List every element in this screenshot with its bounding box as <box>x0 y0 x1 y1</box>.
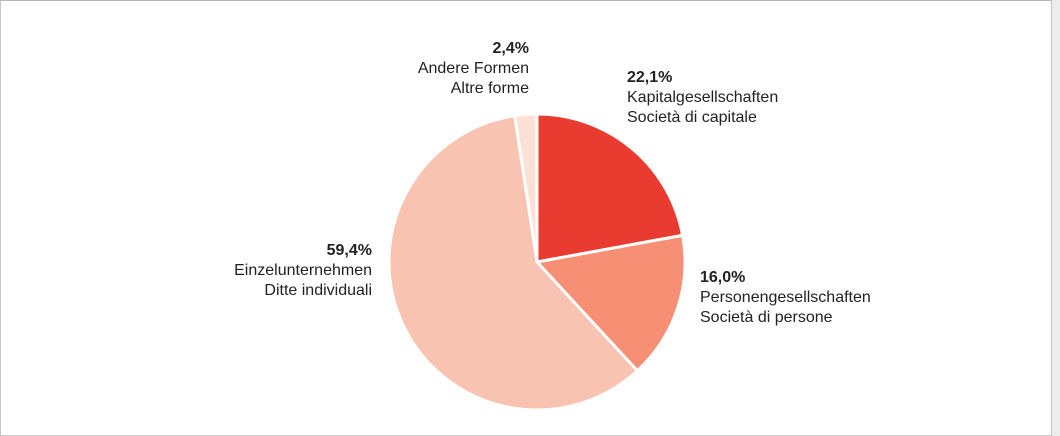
label-personengesellschaften: 16,0% Personengesellschaften Società di … <box>700 268 871 328</box>
label-de-personengesellschaften: Personengesellschaften <box>700 289 871 306</box>
pct-kapitalgesellschaften: 22,1% <box>627 69 673 86</box>
right-edge-strip <box>1051 0 1060 436</box>
label-de-kapitalgesellschaften: Kapitalgesellschaften <box>627 89 779 106</box>
pct-personengesellschaften: 16,0% <box>700 269 746 286</box>
label-de-einzelunternehmen: Einzelunternehmen <box>234 262 372 279</box>
label-andere-formen: 2,4% Andere Formen Altre forme <box>330 39 529 99</box>
label-kapitalgesellschaften: 22,1% Kapitalgesellschaften Società di c… <box>627 68 778 128</box>
label-it-personengesellschaften: Società di persone <box>700 309 833 326</box>
slice-kapitalgesellschaften <box>535 112 685 264</box>
pct-einzelunternehmen: 59,4% <box>326 242 372 259</box>
label-de-andere-formen: Andere Formen <box>417 60 529 77</box>
label-einzelunternehmen: 59,4% Einzelunternehmen Ditte individual… <box>170 241 372 301</box>
slice-personengesellschaften <box>535 233 687 373</box>
label-it-kapitalgesellschaften: Società di capitale <box>627 109 757 126</box>
label-it-andere-formen: Altre forme <box>450 80 529 97</box>
slice-einzelunternehmen <box>387 114 639 412</box>
pct-andere-formen: 2,4% <box>492 40 529 57</box>
label-it-einzelunternehmen: Ditte individuali <box>264 282 372 299</box>
slice-andere-formen <box>513 112 539 264</box>
